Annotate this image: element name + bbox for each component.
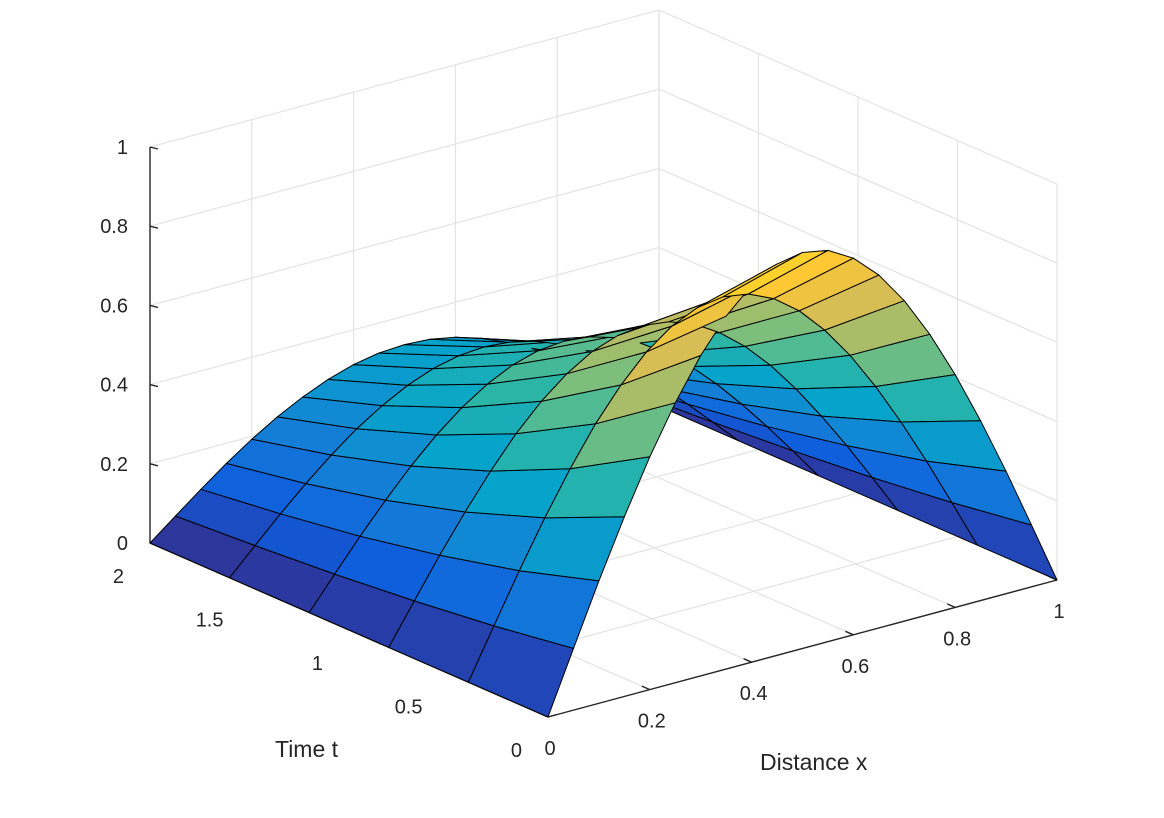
grid-line xyxy=(658,88,1058,264)
x-tick xyxy=(743,658,752,663)
z-tick-label: 0 xyxy=(117,533,128,555)
surface-patch xyxy=(951,502,1058,581)
y-tick-label: 0.5 xyxy=(395,697,423,719)
z-tick xyxy=(149,463,159,467)
x-tick xyxy=(641,685,651,691)
z-tick xyxy=(149,225,159,229)
y-axis-label: Time t xyxy=(275,736,339,762)
z-tick-label: 0.8 xyxy=(100,216,128,238)
y-tick-label: 2 xyxy=(113,566,124,588)
axis-labels: Distance x Time t 0 0.2 0.4 0.6 0.8 1 0 0.5 1 1.5… xyxy=(100,137,1064,775)
z-tick xyxy=(149,146,159,150)
surface xyxy=(149,249,1058,718)
z-tick xyxy=(149,304,159,309)
grid-line xyxy=(149,88,660,227)
x-tick-label: 0 xyxy=(544,738,555,760)
z-tick-label: 0.2 xyxy=(100,454,128,476)
grid-line xyxy=(658,167,1058,343)
z-tick-label: 1 xyxy=(117,137,128,159)
grid-line xyxy=(149,167,660,306)
y-tick xyxy=(547,713,558,718)
x-tick-label: 0.8 xyxy=(943,628,971,650)
y-tick-label: 1.5 xyxy=(196,610,224,632)
z-tick-label: 0.6 xyxy=(100,295,128,317)
x-tick-label: 0.6 xyxy=(841,656,869,678)
grid-line xyxy=(658,9,1058,185)
z-tick xyxy=(149,383,159,388)
x-tick-label: 0.4 xyxy=(740,683,768,705)
z-tick-label: 0.4 xyxy=(100,375,128,397)
x-tick xyxy=(946,603,956,609)
x-axis-line xyxy=(547,579,1058,718)
y-tick-label: 0 xyxy=(511,740,522,762)
x-axis-label: Distance x xyxy=(760,749,868,775)
grid-line xyxy=(149,9,660,148)
y-tick-label: 1 xyxy=(312,653,323,675)
grid-line xyxy=(149,247,660,386)
x-tick-label: 0.2 xyxy=(638,711,666,733)
x-tick xyxy=(845,630,854,636)
x-tick-label: 1 xyxy=(1053,601,1064,623)
